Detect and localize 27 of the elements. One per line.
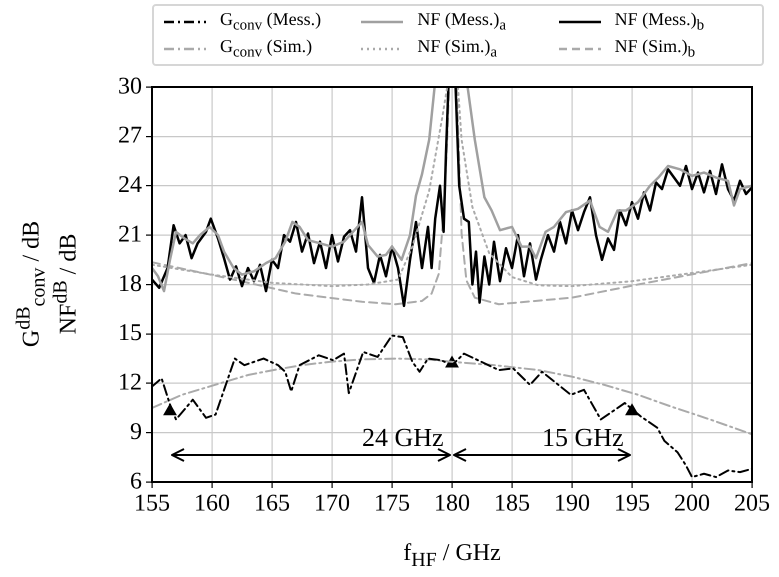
legend-label: NF (Sim.)$_{a}$ <box>417 36 498 62</box>
x-tick-label: 170 <box>314 490 350 517</box>
legend-label: NF (Mess.)$_{a}$ <box>417 8 506 34</box>
x-tick-label: 195 <box>614 490 650 517</box>
x-tick-label: 160 <box>194 490 230 517</box>
y-tick-label: 9 <box>130 418 142 445</box>
x-tick-label: 180 <box>434 490 470 517</box>
y-tick-label: 21 <box>118 221 142 248</box>
y-tick-label: 30 <box>118 73 142 100</box>
x-tick-label: 165 <box>254 490 290 517</box>
legend-label: NF (Sim.)$_{b}$ <box>614 36 696 62</box>
y-tick-label: 15 <box>118 320 142 346</box>
x-axis-title: f$_{HF}$ / GHz <box>403 540 501 572</box>
y-tick-label: 12 <box>118 370 142 396</box>
x-tick-label: 205 <box>734 490 770 517</box>
annotation: 15 GHz <box>542 423 624 452</box>
legend-label: G$_{conv}$ (Sim.) <box>220 36 312 62</box>
x-tick-label: 200 <box>674 490 710 517</box>
legend-label: NF (Mess.)$_{b}$ <box>614 8 704 34</box>
x-tick-label: 175 <box>374 490 410 517</box>
y-tick-label: 24 <box>118 172 142 198</box>
annotation: 24 GHz <box>362 423 444 452</box>
x-tick-label: 185 <box>494 490 530 517</box>
y-tick-label: 18 <box>118 270 142 297</box>
x-tick-label: 190 <box>554 490 590 517</box>
y-tick-label: 27 <box>118 122 142 149</box>
legend-label: G$_{conv}$ (Mess.) <box>220 8 322 34</box>
